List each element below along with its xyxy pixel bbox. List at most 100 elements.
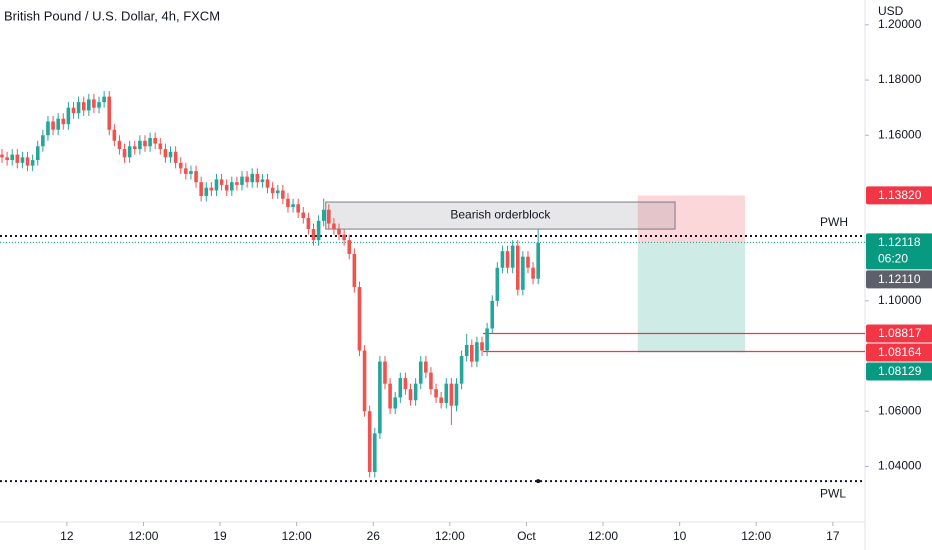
y-tick-label: 1.10000 [878, 293, 922, 307]
candle-body [327, 209, 331, 224]
candle-body [403, 378, 408, 390]
x-tick-label: Oct [517, 529, 536, 543]
candle-body [102, 96, 106, 103]
candle-body [316, 220, 321, 241]
candle-body [66, 107, 71, 125]
y-tick-label: 1.20000 [878, 17, 922, 31]
candle-body [429, 372, 433, 390]
candle-body [413, 383, 418, 401]
candle-body [132, 146, 137, 150]
candle-body [20, 157, 25, 163]
candle-body [311, 229, 316, 241]
candle-body [5, 157, 9, 161]
candle-body [0, 154, 4, 158]
candle-body [439, 397, 443, 403]
candle-body [209, 187, 214, 191]
candle-body [347, 240, 352, 254]
candle-body [408, 389, 413, 401]
candle-body [531, 267, 535, 279]
candle-body [337, 229, 341, 235]
candle-body [235, 182, 239, 185]
candle-body [184, 168, 188, 174]
candle-body [362, 350, 367, 412]
candle-body [168, 151, 173, 158]
x-tick-label: 12:00 [588, 529, 618, 543]
candle-body [270, 187, 275, 194]
level-label: PWL [820, 486, 846, 500]
price-label: 1.08817 [878, 326, 922, 340]
candle-body [15, 154, 20, 163]
candle-body [158, 143, 163, 150]
position-stop-zone [637, 195, 745, 243]
y-axis-label: USD [878, 4, 904, 18]
y-tick-label: 1.06000 [878, 403, 922, 417]
price-label-box [866, 343, 932, 362]
candle-body [255, 173, 260, 183]
candle-body [117, 140, 122, 150]
candle-body [10, 154, 15, 161]
price-label: 1.13820 [878, 188, 922, 202]
price-label-box [866, 233, 932, 270]
candle-body [41, 135, 45, 147]
y-tick-label: 1.16000 [878, 127, 922, 141]
candle-body [378, 361, 382, 434]
candle-body [250, 173, 255, 183]
candle-body [372, 433, 377, 472]
candle-body [393, 397, 398, 409]
price-label: 1.12118 [878, 235, 921, 249]
candle-body [434, 389, 438, 398]
candle-body [444, 383, 449, 403]
candle-body [153, 138, 157, 144]
candle-body [107, 96, 112, 130]
candle-body [245, 176, 249, 183]
candle-body [214, 179, 219, 191]
candle-body [25, 157, 30, 166]
candle-body [449, 383, 454, 406]
candle-body [219, 179, 224, 185]
level-label: PWH [820, 215, 848, 229]
x-tick-label: 12:00 [282, 529, 312, 543]
candle-body [454, 383, 459, 406]
candle-body [56, 118, 60, 130]
candle-body [357, 287, 362, 351]
candle-body [536, 242, 540, 279]
y-tick-label: 1.04000 [878, 459, 922, 473]
candle-body [424, 361, 428, 373]
candle-body [224, 184, 229, 191]
y-tick-label: 1.18000 [878, 72, 922, 86]
candle-body [76, 102, 81, 114]
candle-body [189, 171, 193, 174]
candle-body [475, 342, 479, 362]
position-target-zone [637, 242, 745, 353]
orderblock-label: Bearish orderblock [450, 208, 551, 222]
candle-body [388, 383, 392, 409]
candle-body [240, 176, 244, 185]
candle-body [112, 129, 117, 141]
candle-body [505, 251, 510, 268]
candle-body [485, 328, 489, 351]
candle-body [61, 118, 66, 125]
candle-body [521, 256, 525, 290]
candle-body [526, 256, 530, 268]
candle-body [265, 179, 270, 188]
candle-body [178, 162, 183, 169]
candle-body [332, 223, 336, 230]
candle-body [418, 361, 423, 384]
candle-body [383, 361, 387, 384]
candle-body [301, 212, 306, 219]
candle-body [515, 245, 520, 290]
candle-body [81, 102, 86, 111]
price-label-box [866, 324, 932, 343]
price-label-box [866, 186, 932, 205]
price-label: 1.08129 [878, 364, 922, 378]
candle-body [87, 99, 91, 111]
candle-body [510, 245, 515, 268]
price-countdown: 06:20 [878, 252, 908, 266]
candle-body [51, 121, 55, 130]
candle-body [286, 198, 290, 208]
candle-body [490, 300, 495, 329]
price-label: 1.08164 [878, 345, 922, 359]
candle-body [199, 182, 203, 196]
candle-body [92, 99, 96, 108]
candle-body [163, 149, 168, 158]
